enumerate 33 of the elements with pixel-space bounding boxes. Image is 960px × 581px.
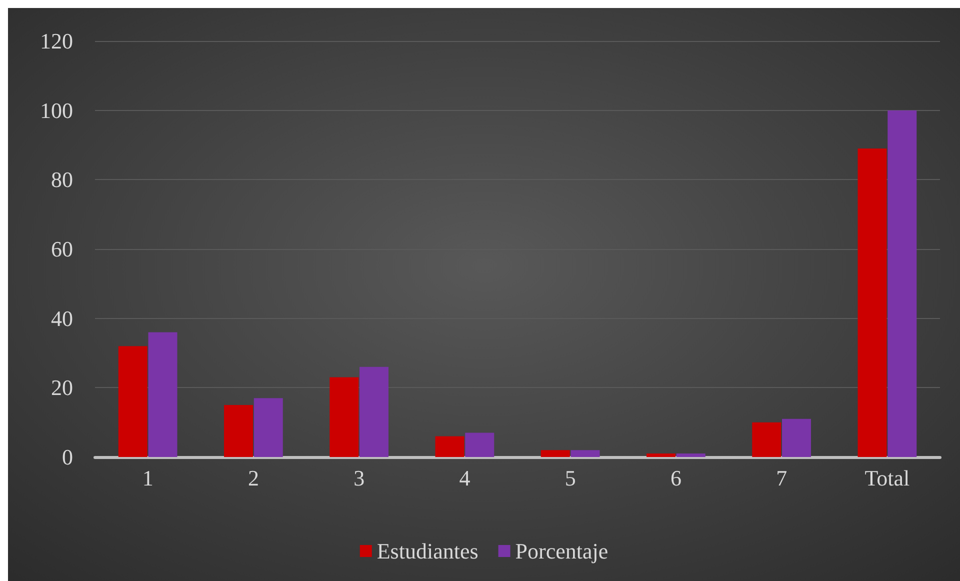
x-tick-label: 4 (459, 466, 470, 490)
x-tick-label: 1 (142, 466, 154, 490)
bar (254, 398, 283, 457)
bar (118, 346, 148, 457)
bar (646, 454, 676, 457)
x-tick-label: 3 (354, 466, 365, 490)
y-tick-label: 80 (51, 167, 73, 192)
bar (752, 422, 782, 457)
legend-label: Estudiantes (376, 538, 478, 564)
x-tick-label: 7 (776, 466, 788, 490)
bar (676, 454, 706, 457)
x-tick-label: 6 (670, 466, 682, 490)
bar (888, 110, 917, 457)
x-tick-label: 5 (564, 466, 576, 490)
y-tick-label: 40 (51, 306, 73, 331)
bar (224, 405, 254, 457)
bar (360, 366, 388, 457)
bar (465, 432, 494, 457)
y-tick-label: 100 (40, 98, 73, 123)
bar (782, 418, 811, 457)
x-tick-label: 2 (248, 466, 259, 490)
y-tick-label: 60 (51, 236, 73, 262)
bar (570, 450, 600, 457)
bar (540, 450, 570, 457)
bar (148, 332, 178, 457)
bar (858, 148, 887, 457)
y-tick-label: 20 (51, 375, 73, 400)
y-tick-label: 120 (40, 28, 73, 54)
legend-label: Porcentaje (515, 538, 608, 564)
x-tick-label: Total (864, 466, 910, 490)
y-tick-label: 0 (62, 444, 73, 470)
bar (435, 436, 464, 457)
bar (330, 377, 359, 457)
